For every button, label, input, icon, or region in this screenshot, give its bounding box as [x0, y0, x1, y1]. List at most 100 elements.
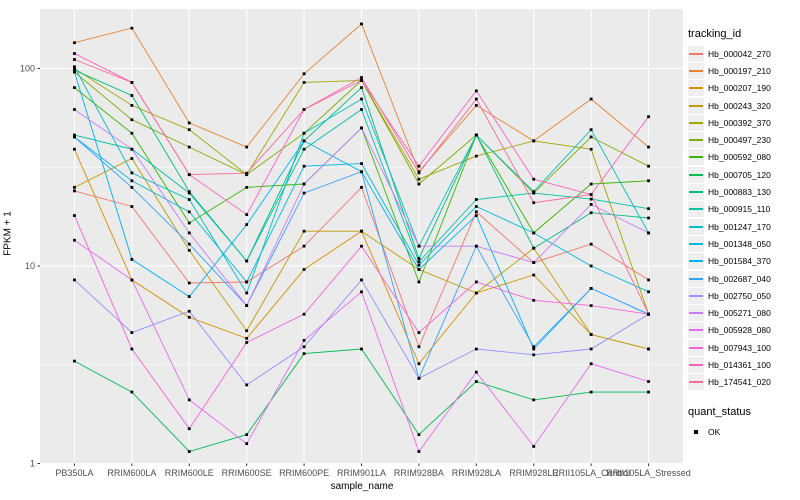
- data-point: [130, 118, 134, 122]
- data-point: [647, 145, 650, 149]
- legend-line-sample: [689, 52, 703, 55]
- data-point: [360, 108, 363, 111]
- data-point: [532, 347, 536, 351]
- data-point: [589, 211, 593, 215]
- data-point: [245, 442, 249, 446]
- legend-key-swatch: [688, 423, 704, 440]
- data-point: [360, 126, 363, 130]
- legend-line-sample: [689, 363, 703, 366]
- legend-item-label: Hb_000197_210: [708, 65, 771, 76]
- legend-key-swatch: [688, 356, 704, 373]
- legend-line-sample: [689, 156, 703, 159]
- data-point: [245, 291, 249, 295]
- legend-item-label: OK: [708, 426, 721, 437]
- legend-item-Hb_001584_370: Hb_001584_370: [688, 253, 800, 270]
- data-point: [589, 128, 593, 132]
- data-point: [474, 214, 478, 217]
- data-point: [245, 259, 249, 263]
- data-point: [73, 238, 76, 242]
- x-tick-label: RRIM600SE: [222, 468, 272, 478]
- legend-key-swatch: [688, 184, 704, 201]
- legend-line-sample: [689, 312, 703, 315]
- data-point: [417, 268, 421, 271]
- data-point: [360, 290, 363, 294]
- data-point: [73, 68, 76, 72]
- legend-item-Hb_005928_080: Hb_005928_080: [688, 322, 800, 339]
- data-point: [589, 362, 593, 366]
- legend-key-swatch: [688, 374, 704, 391]
- data-point: [417, 244, 421, 248]
- data-point: [589, 97, 593, 101]
- data-point: [130, 331, 134, 334]
- data-point: [417, 177, 421, 181]
- data-point: [532, 298, 536, 302]
- legend-line-sample: [689, 104, 703, 107]
- data-point: [589, 333, 593, 336]
- data-point: [245, 213, 249, 217]
- data-point: [130, 147, 134, 151]
- legend-item-label: Hb_000207_190: [708, 83, 771, 94]
- legend-item-label: Hb_000497_230: [708, 135, 771, 146]
- data-point: [647, 290, 650, 294]
- y-tick-label: 1: [30, 459, 35, 469]
- black-square-marker-icon: [694, 429, 698, 434]
- legend-line-sample: [689, 346, 703, 349]
- data-point: [130, 171, 134, 175]
- data-point: [187, 427, 191, 431]
- legend-item-label: Hb_005928_080: [708, 325, 771, 336]
- data-point: [302, 147, 306, 151]
- data-point: [532, 246, 536, 250]
- legend-item-Hb_005271_080: Hb_005271_080: [688, 304, 800, 322]
- x-tick-label: RRIM928LE: [509, 468, 558, 478]
- data-point: [417, 257, 421, 260]
- legend-item-Hb_000392_370: Hb_000392_370: [688, 114, 800, 131]
- legend-key-swatch: [688, 97, 704, 114]
- data-point: [647, 207, 650, 211]
- data-point: [187, 173, 191, 177]
- legend-line-sample: [689, 191, 703, 194]
- data-point: [130, 390, 134, 394]
- data-point: [245, 304, 249, 308]
- legend-item-label: Hb_007943_100: [708, 342, 771, 353]
- data-point: [245, 336, 249, 340]
- data-point: [417, 263, 421, 267]
- legend-key-swatch: [688, 322, 704, 339]
- data-point: [130, 257, 134, 261]
- legend-key-swatch: [688, 149, 704, 166]
- data-point: [589, 347, 593, 351]
- legend-item-Hb_000497_230: Hb_000497_230: [688, 131, 800, 149]
- data-point: [302, 72, 306, 76]
- data-point: [532, 201, 536, 205]
- data-point: [474, 133, 478, 137]
- data-point: [130, 81, 134, 84]
- data-point: [187, 231, 191, 235]
- x-tick-label: RRIM928BA: [394, 468, 444, 478]
- data-point: [130, 157, 134, 160]
- data-point: [589, 287, 593, 290]
- data-point: [589, 147, 593, 151]
- data-point: [647, 216, 650, 220]
- data-point: [532, 231, 536, 235]
- data-point: [474, 198, 478, 201]
- legend-key-swatch: [688, 218, 704, 235]
- data-point: [245, 383, 249, 387]
- data-point: [589, 390, 593, 394]
- x-tick-label: RRIM600LA: [107, 468, 156, 478]
- data-point: [532, 190, 536, 193]
- data-point: [360, 229, 363, 233]
- data-point: [187, 450, 191, 453]
- data-point: [302, 108, 306, 111]
- data-point: [417, 260, 421, 264]
- data-point: [417, 331, 421, 334]
- legend-item-label: Hb_000392_370: [708, 117, 771, 128]
- data-point: [474, 370, 478, 374]
- data-point: [360, 347, 363, 351]
- legend-item-label: Hb_000243_320: [708, 100, 771, 111]
- legend-item-Hb_000042_270: Hb_000042_270: [688, 45, 800, 62]
- legend-item-label: Hb_000042_270: [708, 48, 771, 59]
- data-point: [417, 345, 421, 349]
- x-tick-label: PB350LA: [55, 468, 93, 478]
- data-point: [474, 291, 478, 295]
- data-point: [130, 26, 134, 30]
- legend-item-Hb_001247_170: Hb_001247_170: [688, 218, 800, 235]
